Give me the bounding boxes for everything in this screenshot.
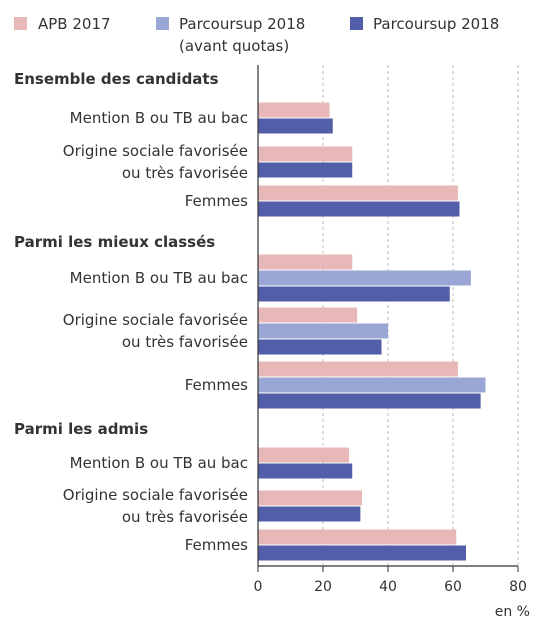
category-label: Mention B ou TB au bac xyxy=(70,269,248,287)
group-title-2: Parmi les admis xyxy=(14,420,148,438)
bar-series-0 xyxy=(258,447,349,463)
legend-label-2: Parcoursup 2018 xyxy=(373,15,499,33)
category-label: Origine sociale favorisée xyxy=(63,311,248,329)
x-tick-label: 60 xyxy=(444,579,462,595)
bar-series-0 xyxy=(258,146,353,162)
bar-series-2 xyxy=(258,393,481,409)
bar-series-0 xyxy=(258,490,362,506)
bar-series-1 xyxy=(258,377,486,393)
bar-series-1 xyxy=(258,270,471,286)
category-label-line2: ou très favorisée xyxy=(122,164,248,182)
category-label: Mention B ou TB au bac xyxy=(70,109,248,127)
category-label: Origine sociale favorisée xyxy=(63,142,248,160)
legend-swatch-0 xyxy=(14,17,27,30)
legend-label-1: Parcoursup 2018 xyxy=(179,15,305,33)
bar-series-2 xyxy=(258,463,353,479)
legend-swatch-2 xyxy=(350,17,363,30)
bar-series-0 xyxy=(258,307,358,323)
category-label-line2: ou très favorisée xyxy=(122,508,248,526)
x-tick-label: 80 xyxy=(509,579,527,595)
bar-series-2 xyxy=(258,162,353,178)
x-tick-label: 0 xyxy=(254,579,263,595)
x-tick-label: 20 xyxy=(314,579,332,595)
group-title-1: Parmi les mieux classés xyxy=(14,233,215,251)
x-axis-label: en % xyxy=(495,604,530,620)
category-label: Femmes xyxy=(185,536,248,554)
bar-series-0 xyxy=(258,361,458,377)
bar-series-0 xyxy=(258,102,330,118)
bar-series-1 xyxy=(258,323,388,339)
bar-series-2 xyxy=(258,118,333,134)
bar-series-0 xyxy=(258,254,353,270)
group-title-0: Ensemble des candidats xyxy=(14,70,219,88)
bar-series-2 xyxy=(258,339,382,355)
legend-swatch-1 xyxy=(156,17,169,30)
bar-series-0 xyxy=(258,185,458,201)
legend-label-0: APB 2017 xyxy=(38,15,111,33)
category-label: Origine sociale favorisée xyxy=(63,486,248,504)
category-label: Mention B ou TB au bac xyxy=(70,454,248,472)
x-tick-label: 40 xyxy=(379,579,397,595)
category-label-line2: ou très favorisée xyxy=(122,333,248,351)
bar-series-2 xyxy=(258,201,460,217)
bar-series-2 xyxy=(258,286,450,302)
bar-series-2 xyxy=(258,506,361,522)
legend-label-1-line2: (avant quotas) xyxy=(179,37,289,55)
bar-series-2 xyxy=(258,545,466,561)
category-label: Femmes xyxy=(185,376,248,394)
category-label: Femmes xyxy=(185,192,248,210)
bar-series-0 xyxy=(258,529,457,545)
